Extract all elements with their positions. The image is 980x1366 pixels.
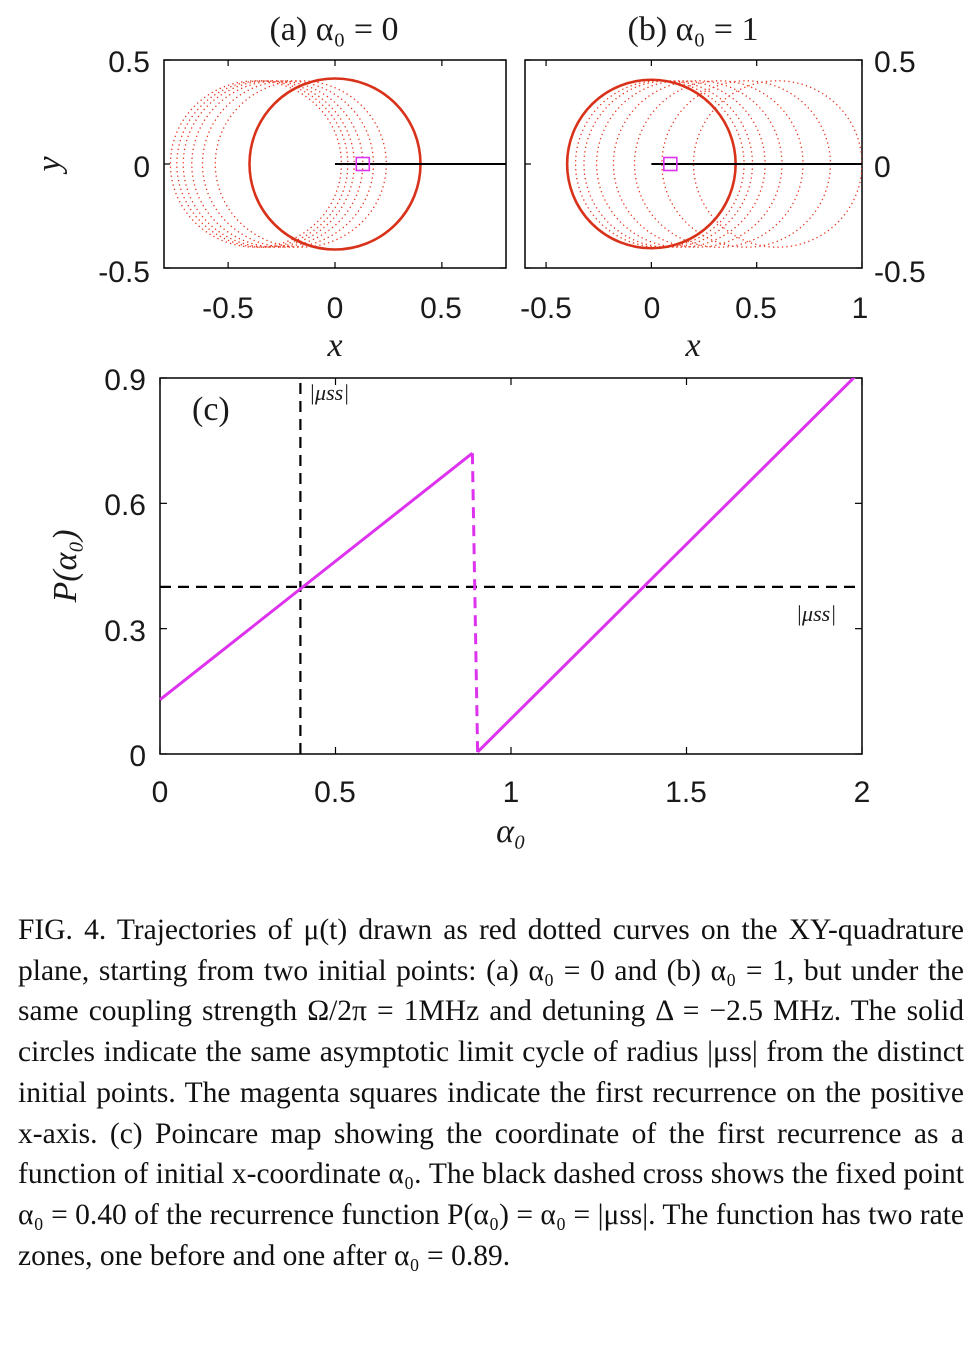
panel-b-trajectory-plot: (b) α₀ = 1 0.5 0 -0.5 -0.5 0 0.5 1 x [520, 11, 926, 364]
panel-c-ticks [159, 377, 863, 755]
panel-c-x-axis-label: α₀ [496, 813, 526, 850]
panel-c-ytick-label-0.3: 0.3 [104, 615, 146, 648]
panel-b-ticks [525, 59, 863, 269]
panel-c-poincare-map: (c) |μss| |μss| 0.9 0.6 0.3 0 0 0.5 1 1.… [47, 364, 870, 850]
panel-b-first-recurrence-square [663, 156, 678, 172]
panel-c-recurrence-line-zone-1 [159, 452, 474, 701]
panel-c-panel-label: (c) [192, 391, 230, 428]
figure-caption: FIG. 4. Trajectories of μ(t) drawn as re… [18, 914, 964, 1272]
panel-a-xtick-label-0.5: 0.5 [420, 292, 462, 325]
a-trajectory-circle-5 [169, 80, 343, 248]
panel-a-y-axis-label: y [31, 156, 68, 175]
panel-c-ytick-label-0.6: 0.6 [104, 489, 146, 522]
panel-c-vertical-cross-label: |μss| [309, 380, 349, 405]
panel-a-ytick-label-0.5: 0.5 [108, 46, 150, 79]
panel-b-xtick-label-0: 0 [644, 292, 661, 325]
panel-a-x-axis-label: x [326, 327, 342, 364]
panel-c-recurrence-jump-dashed [470, 453, 480, 755]
panel-b-ytick-label-neg0.5: -0.5 [874, 256, 926, 289]
panel-a-ytick-label-0: 0 [133, 151, 150, 184]
panel-b-x-axis-label: x [684, 327, 700, 364]
panel-c-xtick-label-1: 1 [503, 776, 520, 809]
panel-a-title: (a) α₀ = 0 [269, 11, 398, 48]
panel-c-xtick-label-0: 0 [152, 776, 169, 809]
panel-b-xtick-label-neg0.5: -0.5 [520, 292, 572, 325]
panel-c-y-axis-label: P(α₀) [47, 529, 84, 603]
panel-b-ytick-label-0.5: 0.5 [874, 46, 916, 79]
panel-a-xtick-label-neg0.5: -0.5 [202, 292, 254, 325]
b-trajectory-circle-0 [692, 80, 862, 248]
panel-c-axes-box [159, 377, 863, 755]
panel-a-ytick-label-neg0.5: -0.5 [98, 256, 150, 289]
panel-a-ticks [164, 59, 506, 269]
a-trajectory-circle-3 [182, 80, 355, 248]
panel-a-first-recurrence-square [355, 156, 371, 172]
figure-4: (a) α₀ = 0 0.5 0 -0.5 -0.5 0 0.5 x y (b)… [31, 11, 926, 850]
panel-c-recurrence-line-zone-2 [476, 378, 856, 753]
panel-b-title: (b) α₀ = 1 [628, 11, 759, 48]
panel-c-ytick-label-0: 0 [129, 740, 146, 773]
panel-c-horizontal-cross-label: |μss| [796, 601, 836, 626]
panel-c-ytick-label-0.9: 0.9 [104, 364, 146, 397]
panel-c-xtick-label-1.5: 1.5 [665, 776, 707, 809]
panel-c-xtick-label-0.5: 0.5 [314, 776, 356, 809]
panel-b-ytick-label-0: 0 [874, 151, 891, 184]
panel-c-xtick-label-2: 2 [854, 776, 871, 809]
panel-b-xtick-label-0.5: 0.5 [735, 292, 777, 325]
a-trajectory-circle-4 [176, 80, 349, 248]
panel-a-trajectory-plot: (a) α₀ = 0 0.5 0 -0.5 -0.5 0 0.5 x y [31, 11, 507, 364]
panel-a-xtick-label-0: 0 [327, 292, 344, 325]
panel-b-xtick-label-1: 1 [852, 292, 869, 325]
